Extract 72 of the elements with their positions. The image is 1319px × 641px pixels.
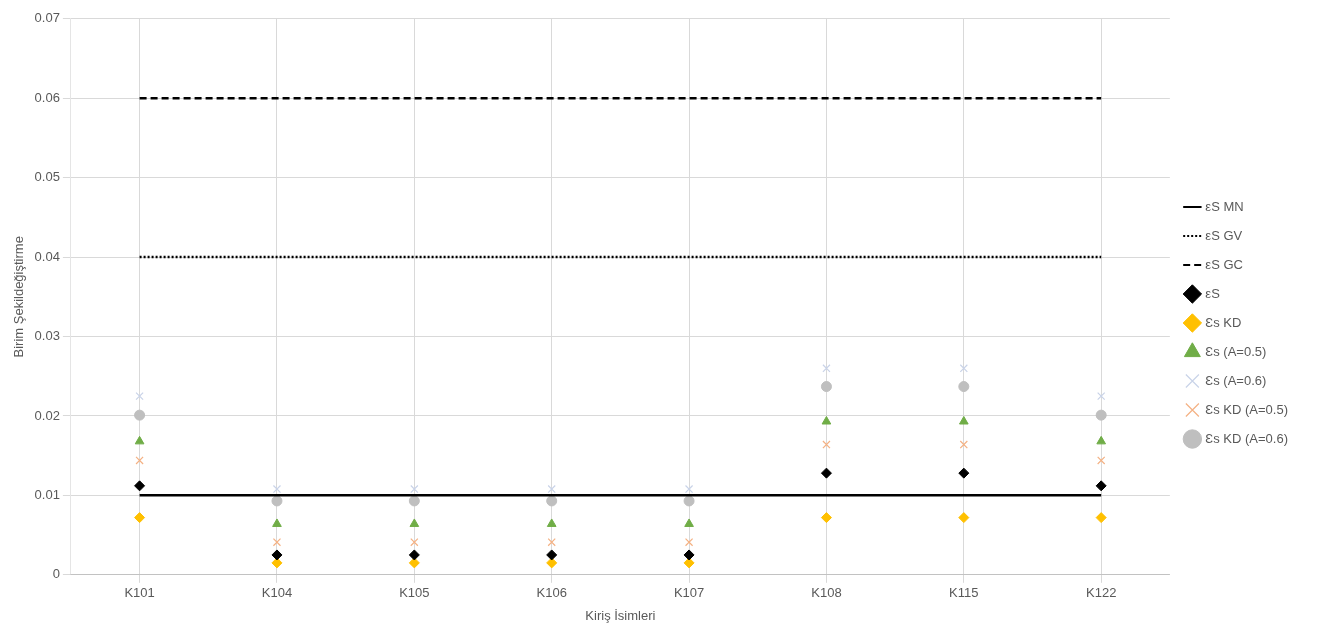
point [822, 440, 831, 449]
point [821, 416, 832, 425]
point [134, 480, 146, 492]
point [134, 512, 146, 524]
legend-label: Ɛs KD [1205, 314, 1242, 330]
legend-label: Ɛs (A=0.5) [1205, 343, 1267, 359]
point [547, 538, 556, 547]
point [820, 467, 832, 479]
point [134, 435, 145, 445]
point [684, 538, 694, 547]
point [546, 495, 558, 507]
point [272, 518, 282, 527]
x-tick-label: K108 [811, 585, 842, 601]
point [958, 512, 970, 524]
legend-label: Ɛs KD (A=0.6) [1205, 430, 1289, 446]
y-tick-label: 0.04 [34, 248, 60, 264]
point [546, 518, 557, 527]
point [272, 538, 282, 547]
point [1095, 480, 1107, 492]
x-tick-label: K107 [673, 585, 705, 601]
point [271, 549, 283, 561]
point [1097, 456, 1106, 465]
y-tick-label: 0.03 [34, 328, 60, 344]
x-tick-label: K122 [1086, 585, 1117, 601]
point [272, 484, 282, 494]
point [408, 495, 420, 507]
point [1095, 409, 1107, 421]
point [958, 416, 969, 425]
point [822, 364, 831, 373]
legend-label: εS [1205, 285, 1221, 301]
y-tick-label: 0.07 [34, 10, 60, 26]
point [959, 364, 968, 373]
y-axis-title: Birim Şekildeğiştirme [11, 236, 27, 358]
y-tick-label: 0 [52, 566, 60, 582]
x-tick-label: K101 [124, 585, 155, 601]
point [1097, 391, 1106, 401]
point [959, 440, 968, 449]
point [410, 484, 419, 494]
point [1095, 512, 1107, 524]
point [820, 512, 832, 524]
point [134, 409, 146, 421]
x-tick-label: K104 [261, 585, 293, 601]
x-tick-label: K106 [536, 585, 567, 601]
x-axis-title: Kiriş İsimleri [585, 607, 656, 623]
point [958, 381, 970, 393]
y-tick-label: 0.05 [34, 169, 60, 185]
legend-label: εS MN [1205, 198, 1244, 214]
point [683, 549, 695, 561]
legend-label: Ɛs KD (A=0.5) [1205, 401, 1289, 417]
point [409, 518, 420, 527]
point [958, 467, 970, 479]
point [546, 557, 558, 569]
y-tick-label: 0.06 [34, 89, 60, 105]
point [547, 484, 556, 494]
legend-label: εS GC [1205, 256, 1243, 272]
point [820, 381, 832, 393]
y-tick-label: 0.01 [34, 486, 60, 502]
point [1096, 435, 1107, 445]
point [684, 518, 694, 527]
point [410, 538, 419, 547]
y-tick-label: 0.02 [34, 407, 60, 423]
legend-label: Ɛs (A=0.6) [1205, 372, 1267, 388]
x-tick-label: K105 [399, 585, 430, 601]
x-tick-label: K115 [949, 585, 979, 601]
point [271, 495, 283, 507]
point [546, 549, 558, 561]
point [135, 456, 144, 465]
point [684, 484, 694, 494]
point [408, 549, 420, 561]
point [135, 391, 144, 401]
legend-label: εS GV [1205, 227, 1243, 243]
point [408, 557, 420, 569]
